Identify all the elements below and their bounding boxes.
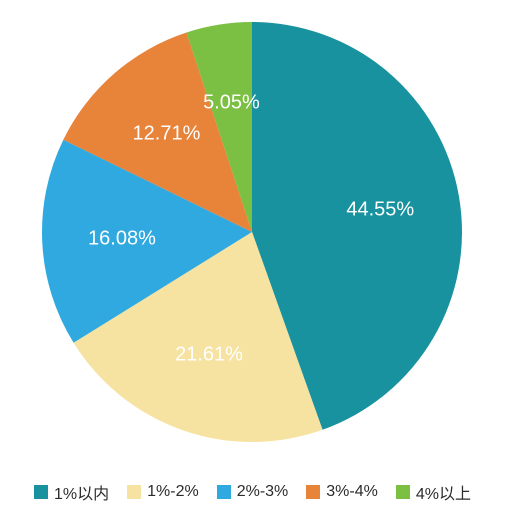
- legend-label: 4%以上: [416, 480, 471, 504]
- slice-label: 21.61%: [175, 343, 243, 366]
- pie-chart: 44.55% 21.61% 16.08% 12.71%5.05% 1%以内 1%-2% 2…: [0, 0, 505, 512]
- legend-label: 3%-4%: [326, 483, 378, 501]
- legend-item: 1%以内: [34, 480, 109, 504]
- legend-label: 1%-2%: [147, 483, 199, 501]
- legend-swatch: [306, 485, 320, 499]
- pie-area: 44.55% 21.61% 16.08% 12.71%5.05%: [0, 0, 505, 470]
- slice-label: 16.08%: [88, 227, 156, 250]
- legend-label: 1%以内: [54, 480, 109, 504]
- slice-label: 5.05%: [203, 92, 260, 115]
- legend-item: 1%-2%: [127, 483, 199, 501]
- legend-swatch: [127, 485, 141, 499]
- slice-label: 12.71%: [133, 122, 201, 145]
- legend-item: 4%以上: [396, 480, 471, 504]
- legend-swatch: [217, 485, 231, 499]
- legend-item: 2%-3%: [217, 483, 289, 501]
- slice-label: 44.55%: [346, 198, 414, 221]
- legend-swatch: [34, 485, 48, 499]
- legend-swatch: [396, 485, 410, 499]
- legend: 1%以内 1%-2% 2%-3% 3%-4% 4%以上: [0, 480, 505, 504]
- legend-item: 3%-4%: [306, 483, 378, 501]
- pie-svg: [0, 0, 505, 470]
- legend-label: 2%-3%: [237, 483, 289, 501]
